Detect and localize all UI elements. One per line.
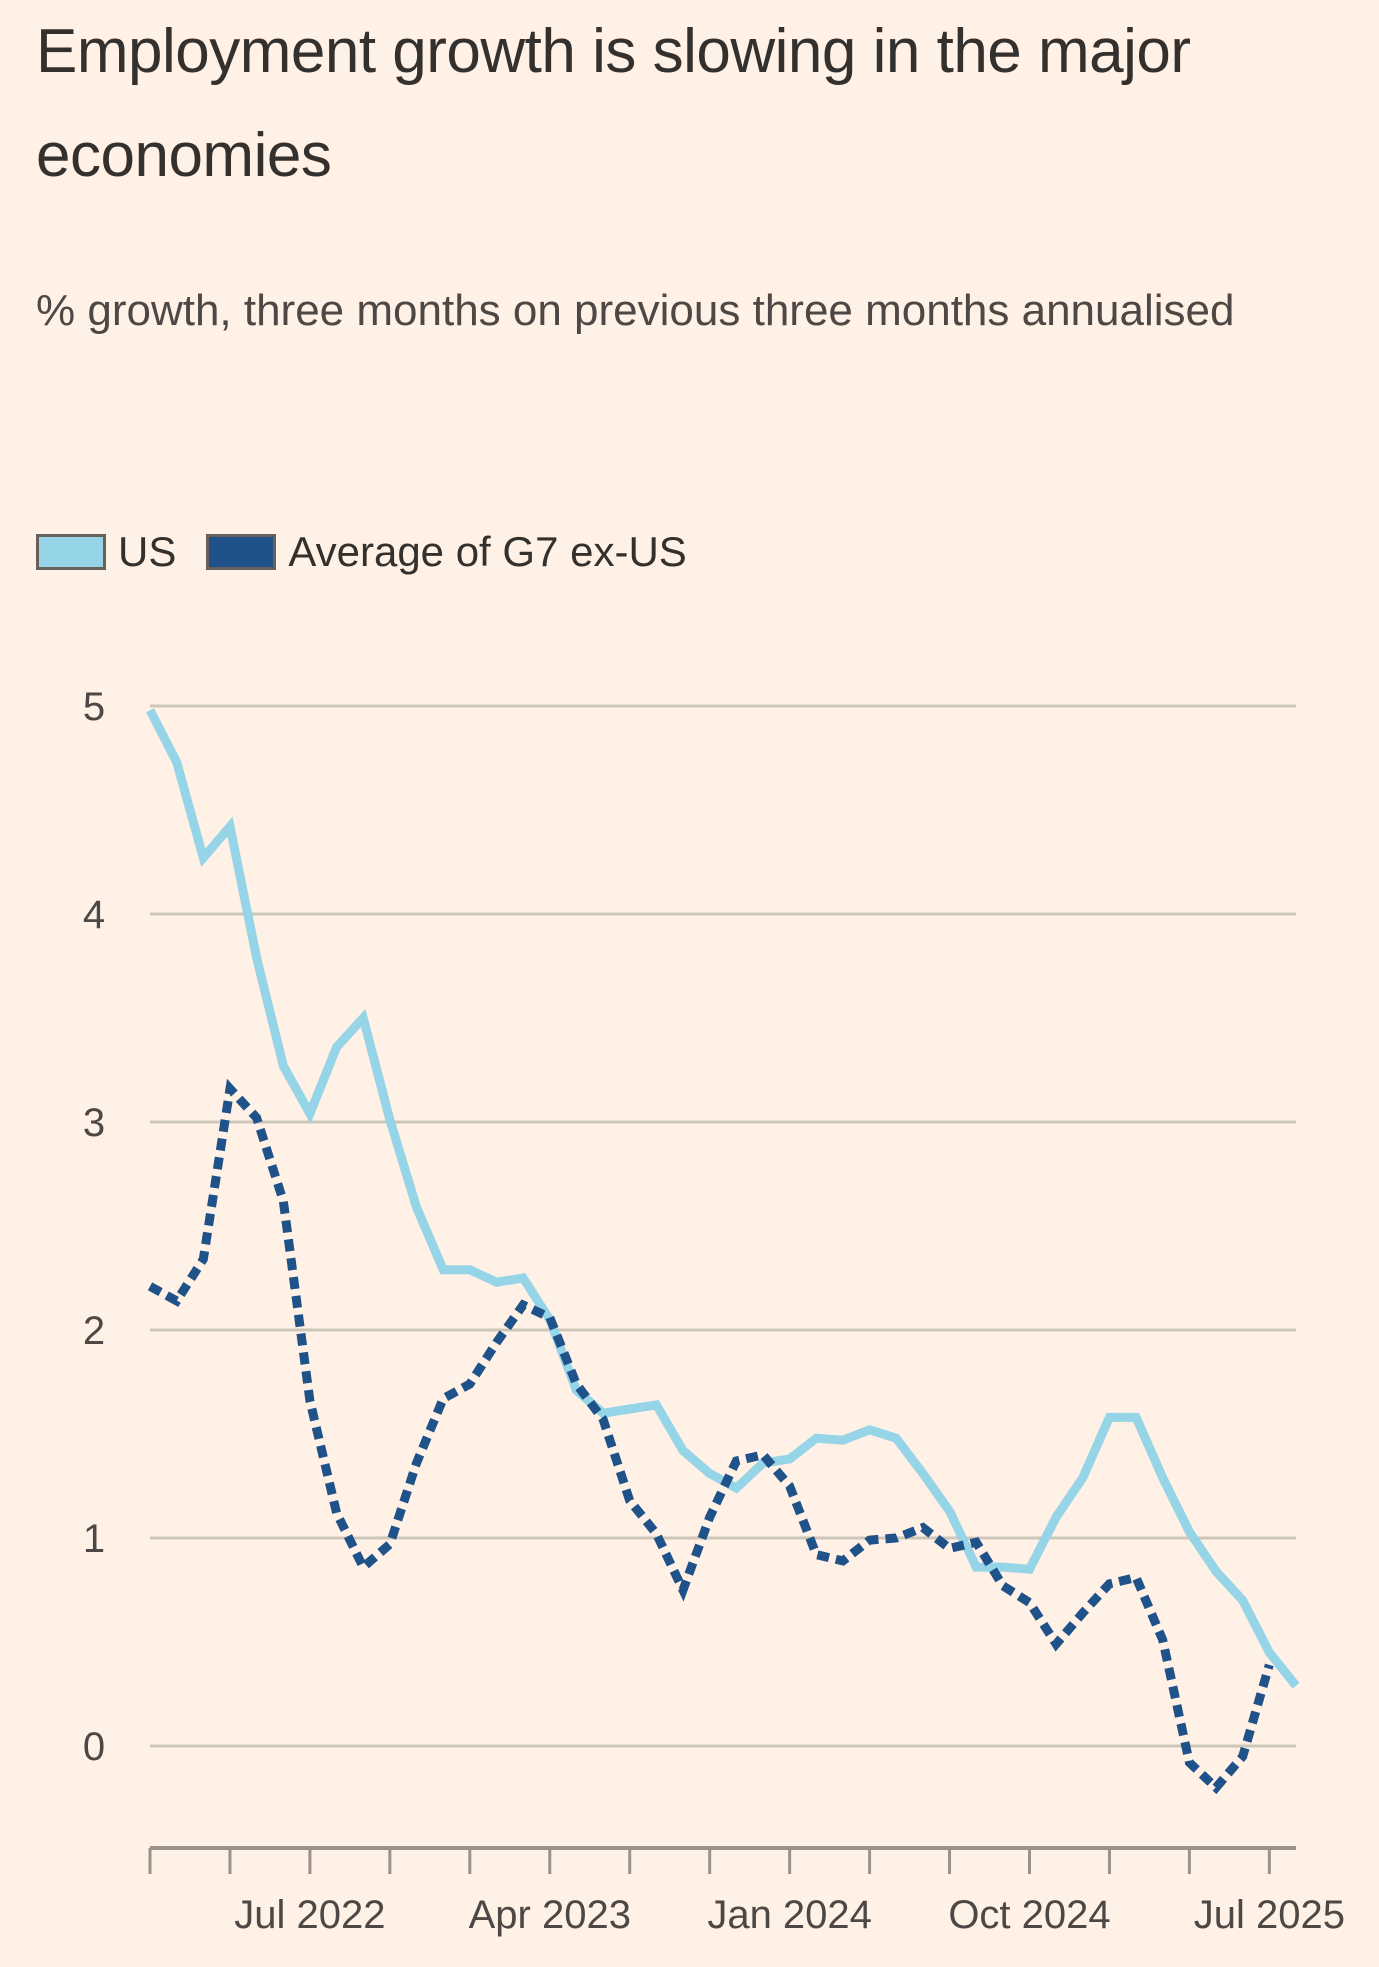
y-tick-label: 1	[83, 1517, 105, 1561]
x-axis	[148, 1846, 1296, 1874]
y-tick-label: 2	[83, 1309, 105, 1353]
x-axis-labels: Jul 2022 Apr 2023 Jan 2024 Oct 2024 Jul 2025	[234, 1893, 1345, 1937]
series-line-g7-ex-us	[147, 1078, 1274, 1795]
y-tick-label: 3	[83, 1101, 105, 1145]
x-tick-label: Jan 2024	[707, 1893, 872, 1937]
series-lines	[145, 708, 1300, 1795]
legend-item-us: US	[36, 528, 176, 576]
y-tick-label: 4	[83, 893, 105, 937]
x-tick-label: Jul 2022	[234, 1893, 385, 1937]
legend-label-g7: Average of G7 ex-US	[288, 528, 687, 575]
chart-subtitle: % growth, three months on previous three…	[36, 286, 1235, 335]
gridlines	[150, 704, 1296, 1748]
legend-swatch-g7	[206, 534, 277, 570]
x-tick-label: Jul 2025	[1194, 1893, 1345, 1937]
chart-title: Employment growth is slowing in the majo…	[36, 17, 1191, 190]
legend-label-us: US	[118, 528, 177, 575]
y-tick-label: 0	[83, 1725, 105, 1769]
y-axis-labels: 0 1 2 3 4 5	[83, 685, 105, 1769]
legend-swatch-us	[36, 534, 106, 570]
x-tick-label: Oct 2024	[948, 1893, 1110, 1937]
legend-item-g7: Average of G7 ex-US	[206, 528, 687, 576]
legend: US Average of G7 ex-US	[36, 522, 717, 582]
x-tick-label: Apr 2023	[469, 1893, 631, 1937]
y-tick-label: 5	[83, 685, 105, 729]
